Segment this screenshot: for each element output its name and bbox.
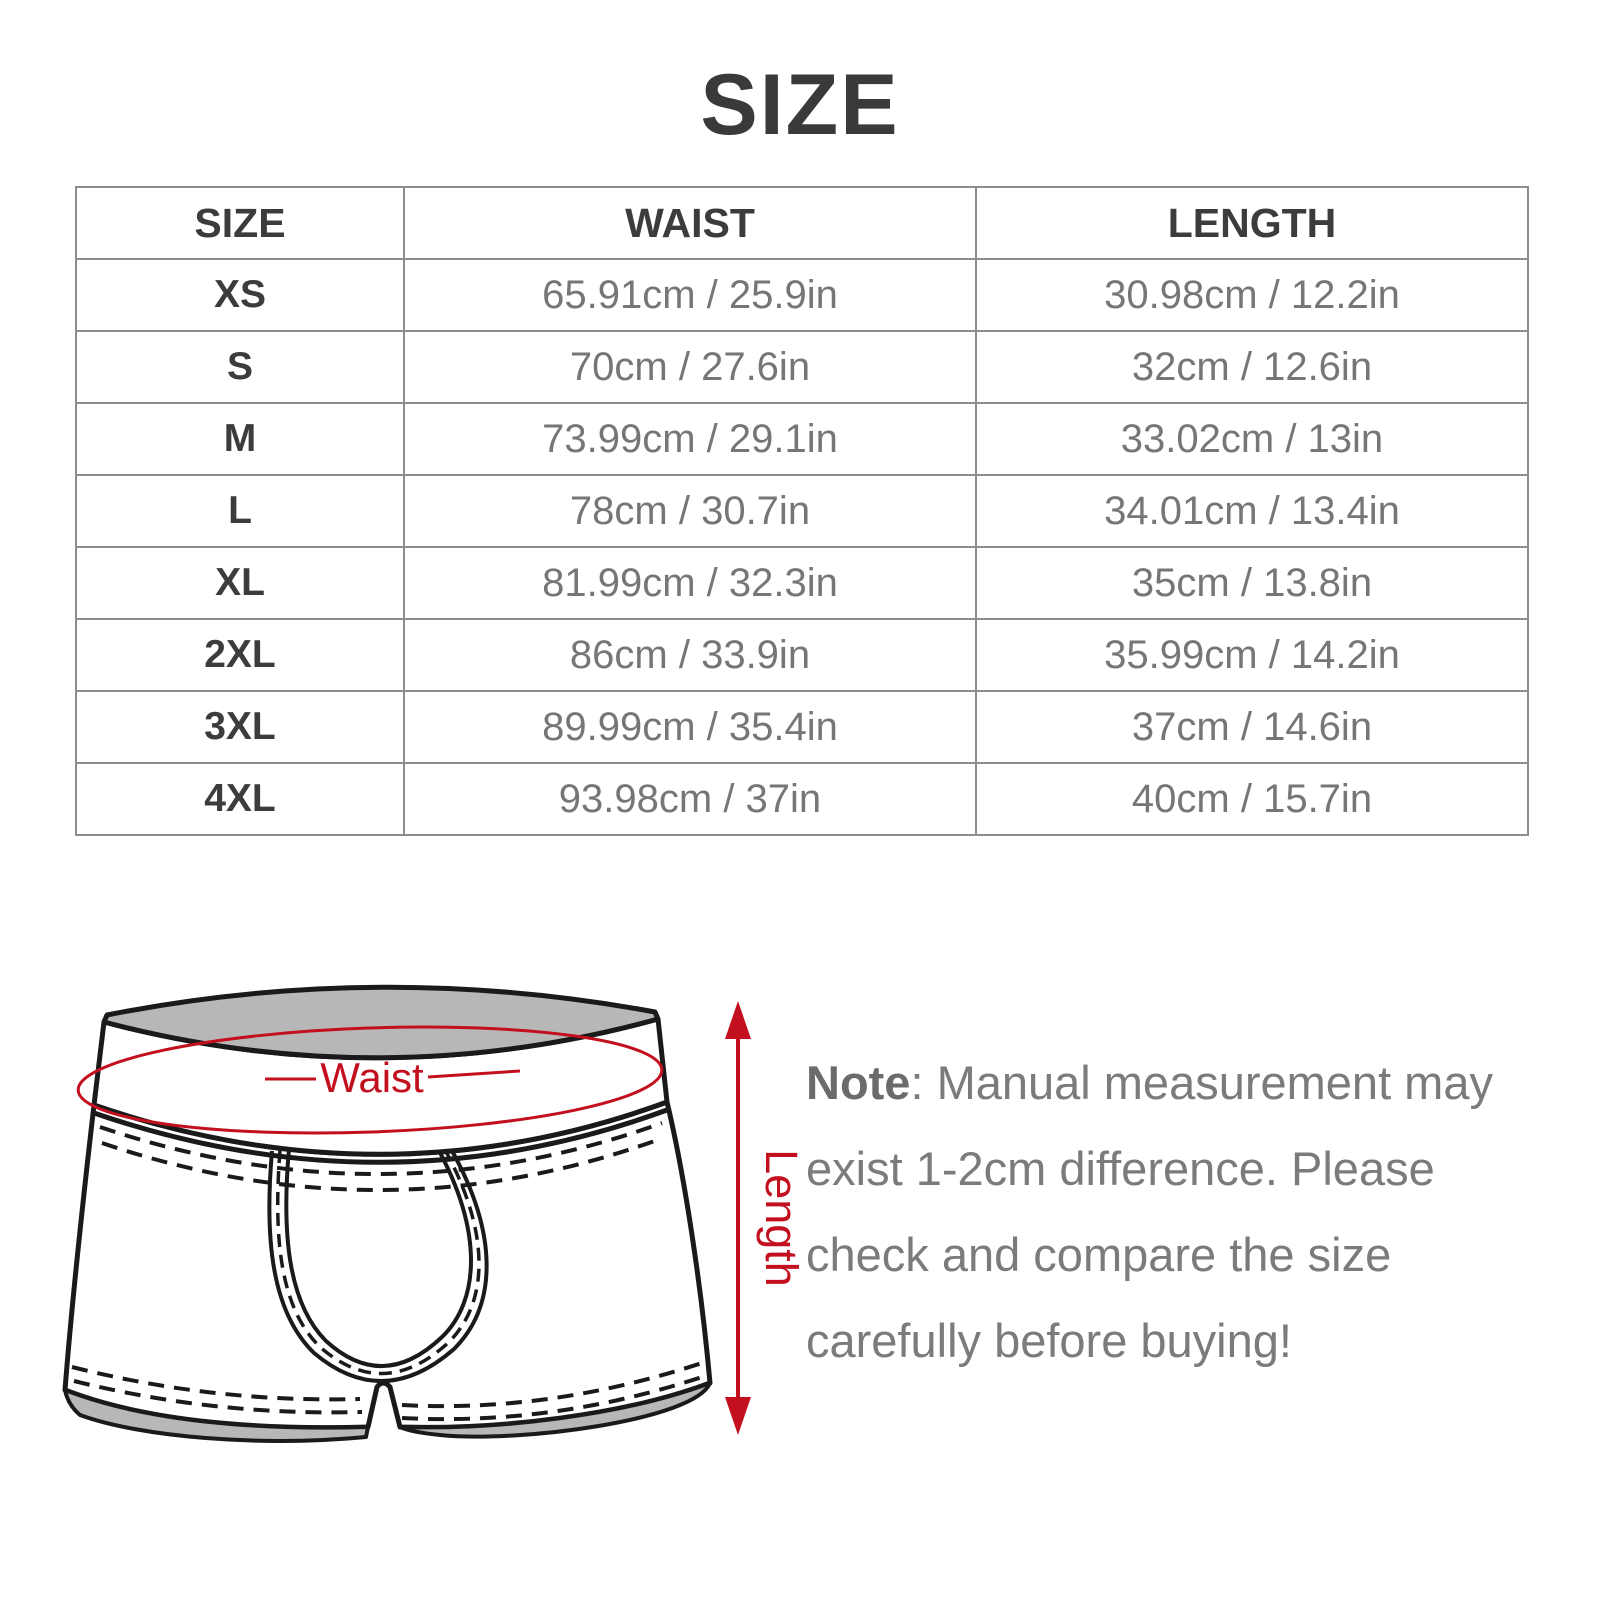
- waist-leader-right: [427, 1069, 521, 1079]
- length-cell: 34.01cm / 13.4in: [975, 474, 1529, 548]
- size-table: SIZE WAIST LENGTH XS 65.91cm / 25.9in 30.9…: [75, 186, 1529, 836]
- leg-opening-right: [398, 1381, 712, 1439]
- table-row: XL 81.99cm / 32.3in 35cm / 13.8in: [75, 546, 1529, 620]
- waist-cell: 89.99cm / 35.4in: [403, 690, 977, 764]
- leg-opening-left: [63, 1388, 370, 1443]
- size-cell: 4XL: [75, 762, 405, 836]
- length-cell: 30.98cm / 12.2in: [975, 258, 1529, 332]
- table-header-row: SIZE WAIST LENGTH: [75, 186, 1529, 260]
- note-label: Note: [806, 1056, 911, 1109]
- table-row: L 78cm / 30.7in 34.01cm / 13.4in: [75, 474, 1529, 548]
- length-cell: 40cm / 15.7in: [975, 762, 1529, 836]
- size-cell: L: [75, 474, 405, 548]
- size-cell: M: [75, 402, 405, 476]
- stitch-line: [71, 1365, 361, 1402]
- waist-cell: 81.99cm / 32.3in: [403, 546, 977, 620]
- waist-cell: 93.98cm / 37in: [403, 762, 977, 836]
- note-text: Note: Manual measurement may exist 1-2cm…: [806, 1040, 1496, 1384]
- length-cell: 32cm / 12.6in: [975, 330, 1529, 404]
- waist-cell: 70cm / 27.6in: [403, 330, 977, 404]
- fly-seam-inner: [284, 1146, 473, 1368]
- column-header-waist: WAIST: [403, 186, 977, 260]
- waist-cell: 86cm / 33.9in: [403, 618, 977, 692]
- column-header-size: SIZE: [75, 186, 405, 260]
- length-cell: 35cm / 13.8in: [975, 546, 1529, 620]
- waist-label: Waist: [320, 1054, 424, 1101]
- length-cell: 33.02cm / 13in: [975, 402, 1529, 476]
- page-title: SIZE: [700, 57, 900, 153]
- table-body: XS 65.91cm / 25.9in 30.98cm / 12.2in S 70cm …: [75, 258, 1529, 836]
- stitch-line: [401, 1361, 703, 1409]
- stitch-line: [401, 1374, 706, 1422]
- boxer-shorts-diagram: Waist Length: [62, 984, 807, 1443]
- size-cell: XS: [75, 258, 405, 332]
- waist-cell: 78cm / 30.7in: [403, 474, 977, 548]
- length-cell: 35.99cm / 14.2in: [975, 618, 1529, 692]
- table-row: 4XL 93.98cm / 37in 40cm / 15.7in: [75, 762, 1529, 836]
- fly-seam: [267, 1146, 489, 1383]
- length-label: Length: [756, 1149, 807, 1287]
- table-row: XS 65.91cm / 25.9in 30.98cm / 12.2in: [75, 258, 1529, 332]
- size-cell: 3XL: [75, 690, 405, 764]
- table-row: S 70cm / 27.6in 32cm / 12.6in: [75, 330, 1529, 404]
- table-row: M 73.99cm / 29.1in 33.02cm / 13in: [75, 402, 1529, 476]
- length-cell: 37cm / 14.6in: [975, 690, 1529, 764]
- waist-cell: 73.99cm / 29.1in: [403, 402, 977, 476]
- size-cell: XL: [75, 546, 405, 620]
- hem-stitching: [71, 1361, 706, 1422]
- waist-ellipse: [76, 1025, 664, 1135]
- column-header-length: LENGTH: [975, 186, 1529, 260]
- fly-seam-stitch: [275, 1147, 481, 1376]
- stitch-line: [73, 1379, 363, 1415]
- waist-cell: 65.91cm / 25.9in: [403, 258, 977, 332]
- waistband-bottom-line: [93, 1107, 668, 1165]
- stitch-line: [99, 1121, 663, 1177]
- length-arrowhead-bottom: [725, 1397, 751, 1435]
- table-row: 2XL 86cm / 33.9in 35.99cm / 14.2in: [75, 618, 1529, 692]
- note-body: : Manual measurement may exist 1-2cm dif…: [806, 1056, 1493, 1367]
- length-arrowhead-top: [725, 1001, 751, 1039]
- table-row: 3XL 89.99cm / 35.4in 37cm / 14.6in: [75, 690, 1529, 764]
- waistband-stitching: [99, 1121, 663, 1193]
- waistband-top: [101, 984, 661, 1061]
- size-cell: S: [75, 330, 405, 404]
- length-arrow: [725, 1001, 751, 1435]
- size-cell: 2XL: [75, 618, 405, 692]
- stitch-line: [101, 1137, 661, 1193]
- fly-seam-outer: [267, 1148, 489, 1383]
